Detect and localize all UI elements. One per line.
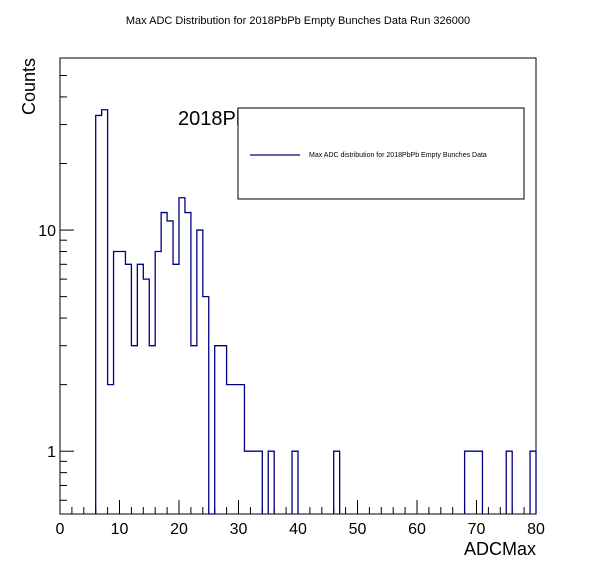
x-tick-label: 10 (111, 521, 129, 538)
x-tick-label: 0 (56, 521, 65, 538)
legend-box (237, 107, 525, 200)
y-tick-label: 10 (38, 223, 56, 240)
histogram-series-line (95, 109, 537, 515)
x-tick-label: 30 (230, 521, 248, 538)
legend: Max ADC distribution for 2018PbPb Empty … (237, 107, 525, 200)
y-axis-title: Counts (19, 58, 39, 115)
chart-title: Max ADC Distribution for 2018PbPb Empty … (126, 15, 470, 27)
x-tick-label: 70 (468, 521, 486, 538)
x-tick-label: 40 (289, 521, 307, 538)
x-tick-label: 80 (527, 521, 545, 538)
x-tick-label: 60 (408, 521, 426, 538)
y-axis: 1 10 (38, 57, 74, 501)
legend-entry-label: Max ADC distribution for 2018PbPb Empty … (309, 152, 487, 159)
x-tick-label: 50 (349, 521, 367, 538)
x-tick-label: 20 (170, 521, 188, 538)
y-tick-label: 1 (47, 444, 56, 461)
x-axis: 0 10 20 30 40 50 60 70 80 (56, 500, 545, 538)
x-axis-title: ADCMax (464, 539, 536, 559)
